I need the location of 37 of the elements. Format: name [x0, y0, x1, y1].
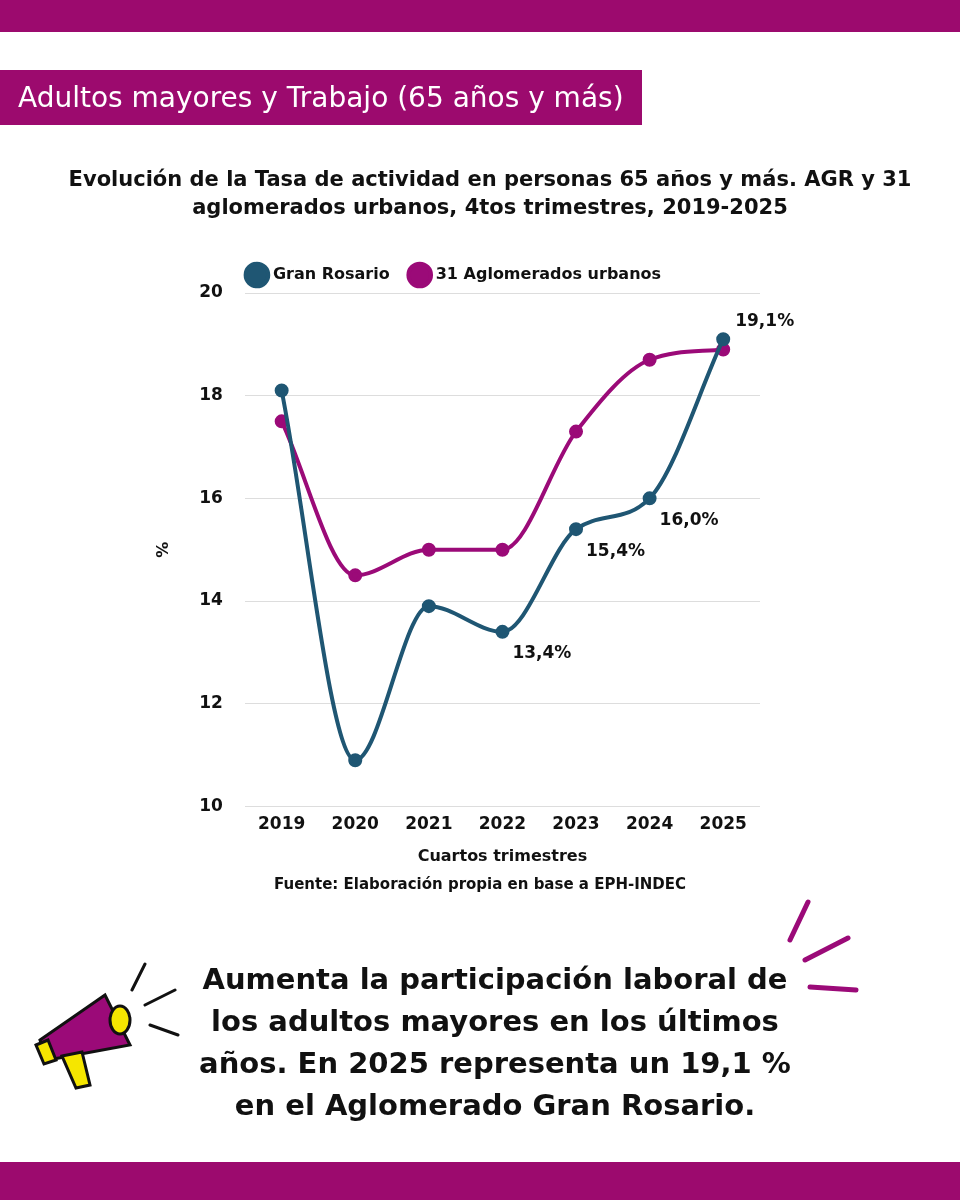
text: Aumenta la participación laboral de los adultos mayores en los últimos años. En 2025 representa un 19,1 % en el Aglomerado Gran Rosario. [198, 961, 792, 1124]
legend-label: Gran Rosario [272, 264, 390, 284]
data-label: 19,1% [735, 309, 795, 330]
x-axis-title: Cuartos trimestres [417, 845, 588, 865]
point [495, 624, 510, 639]
point [274, 383, 289, 398]
y-tick-label: 14 [199, 589, 224, 610]
point [642, 352, 657, 367]
data-label: 16,0% [659, 508, 719, 529]
y-tick-label: 20 [199, 281, 224, 302]
chart-subtitle: Evolución de la Tasa de actividad en personas 65 años y más. AGR y 31 aglomerados urbanos, 4tos trimestres, 2019-2025 [67, 166, 913, 221]
x-tick-label: 2022 [478, 813, 527, 834]
point [495, 542, 510, 557]
y-tick-label: 18 [199, 384, 223, 405]
point [421, 542, 436, 557]
point [569, 424, 584, 439]
legend-label: 31 Aglomerados urbanos [435, 264, 662, 284]
x-tick-label: 2023 [552, 813, 600, 834]
point [348, 753, 363, 768]
x-tick-label: 2020 [331, 813, 380, 834]
x-tick-label: 2025 [699, 813, 747, 834]
data-label: 13,4% [512, 642, 572, 663]
point [642, 491, 657, 506]
y-tick-label: 10 [199, 794, 224, 815]
y-tick-label: 12 [199, 692, 223, 713]
point [569, 522, 584, 537]
point [421, 599, 436, 614]
point [348, 568, 363, 583]
x-tick-label: 2024 [625, 813, 674, 834]
source-note: Fuente: Elaboración propia en base a EPH-INDEC [273, 875, 687, 893]
y-tick-label: 16 [199, 486, 223, 507]
x-tick-label: 2021 [405, 813, 453, 834]
x-tick-label: 2019 [257, 813, 306, 834]
y-axis-title: % [152, 541, 172, 558]
chart-title: Adultos mayores y Trabajo (65 años y más) [0, 70, 642, 125]
data-label: 15,4% [586, 539, 645, 560]
point [716, 332, 731, 347]
